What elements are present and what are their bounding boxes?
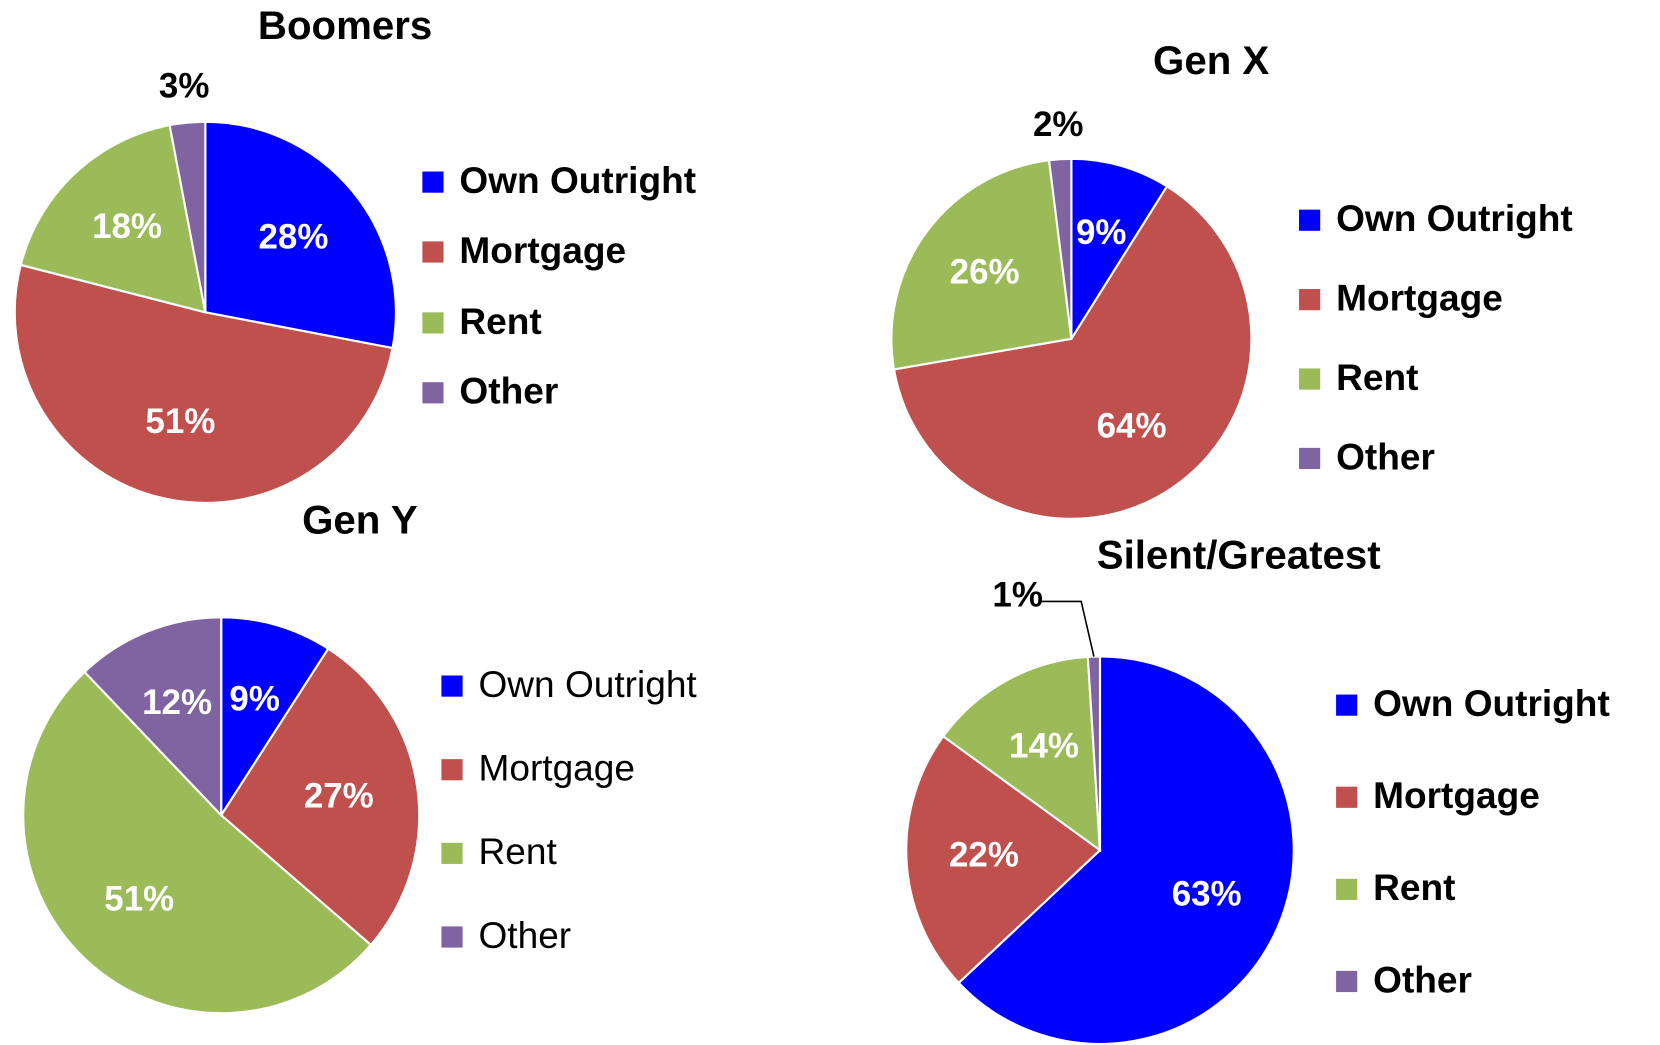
legend-swatch bbox=[1336, 970, 1358, 993]
legend-swatch bbox=[1299, 289, 1321, 311]
data-label: 26% bbox=[950, 253, 1020, 292]
legend-swatch bbox=[441, 842, 463, 864]
chart-title: Silent/Greatest bbox=[1097, 533, 1381, 578]
legend-label: Other bbox=[1373, 958, 1472, 1000]
legend-swatch bbox=[422, 241, 444, 263]
pie-slice bbox=[19, 123, 207, 314]
pie-slice bbox=[941, 655, 1102, 853]
legend-swatch bbox=[1299, 447, 1321, 470]
chart-title: Gen X bbox=[1153, 38, 1269, 83]
pie-slice bbox=[13, 263, 394, 504]
data-label: 9% bbox=[1076, 213, 1126, 252]
pie-slice bbox=[905, 734, 1102, 985]
pie-slice bbox=[22, 670, 373, 1015]
data-label: 12% bbox=[142, 683, 212, 722]
legend-label: Rent bbox=[1336, 356, 1418, 398]
legend-swatch bbox=[422, 312, 444, 334]
legend-swatch bbox=[422, 171, 444, 193]
legend-swatch bbox=[1299, 209, 1321, 231]
legend-swatch bbox=[441, 759, 463, 781]
pie-slice bbox=[168, 120, 207, 313]
legend-label: Other bbox=[478, 914, 571, 956]
data-label: 9% bbox=[229, 680, 279, 719]
pie-slice bbox=[1070, 157, 1169, 343]
pie-slice bbox=[220, 616, 330, 819]
pie-slice bbox=[204, 120, 397, 350]
data-label: 1% bbox=[992, 575, 1042, 614]
chart-title: Boomers bbox=[258, 3, 432, 48]
data-label: 64% bbox=[1097, 407, 1167, 446]
leader-line bbox=[1038, 600, 1095, 657]
legend-label: Rent bbox=[459, 300, 541, 342]
data-label: 18% bbox=[92, 207, 162, 246]
data-label: 51% bbox=[104, 879, 174, 918]
legend-swatch bbox=[441, 926, 463, 948]
data-label: 63% bbox=[1172, 875, 1242, 914]
legend-swatch bbox=[1299, 368, 1321, 390]
pie-slice bbox=[83, 616, 223, 818]
pie-slice bbox=[892, 184, 1253, 520]
legend-label: Rent bbox=[1373, 866, 1455, 908]
pie-slice bbox=[219, 647, 421, 947]
pie-slice bbox=[957, 655, 1295, 1045]
data-label: 3% bbox=[159, 67, 209, 106]
data-label: 22% bbox=[949, 836, 1019, 875]
legend-label: Mortgage bbox=[478, 747, 635, 789]
legend-label: Other bbox=[459, 370, 558, 412]
data-label: 51% bbox=[145, 402, 215, 441]
legend-swatch bbox=[1336, 878, 1358, 900]
legend-swatch bbox=[1336, 694, 1358, 716]
legend-label: Mortgage bbox=[459, 229, 626, 271]
legend-label: Own Outright bbox=[459, 159, 696, 201]
chart-title: Gen Y bbox=[302, 498, 418, 543]
legend-label: Rent bbox=[478, 830, 557, 872]
data-label: 14% bbox=[1009, 727, 1079, 766]
legend-label: Own Outright bbox=[1336, 197, 1573, 239]
legend-swatch bbox=[422, 382, 444, 404]
data-label: 28% bbox=[258, 218, 328, 257]
legend-label: Mortgage bbox=[1336, 276, 1503, 318]
pie-slice bbox=[1047, 157, 1073, 339]
data-label: 2% bbox=[1033, 105, 1083, 144]
legend-label: Other bbox=[1336, 435, 1435, 477]
data-label: 27% bbox=[304, 777, 374, 816]
legend-swatch bbox=[1336, 786, 1358, 808]
legend-label: Own Outright bbox=[478, 663, 697, 705]
legend-swatch bbox=[441, 675, 463, 697]
pie-slice bbox=[1086, 655, 1102, 851]
pie-slice bbox=[890, 159, 1073, 371]
legend-label: Own Outright bbox=[1373, 682, 1610, 724]
legend-label: Mortgage bbox=[1373, 774, 1540, 816]
